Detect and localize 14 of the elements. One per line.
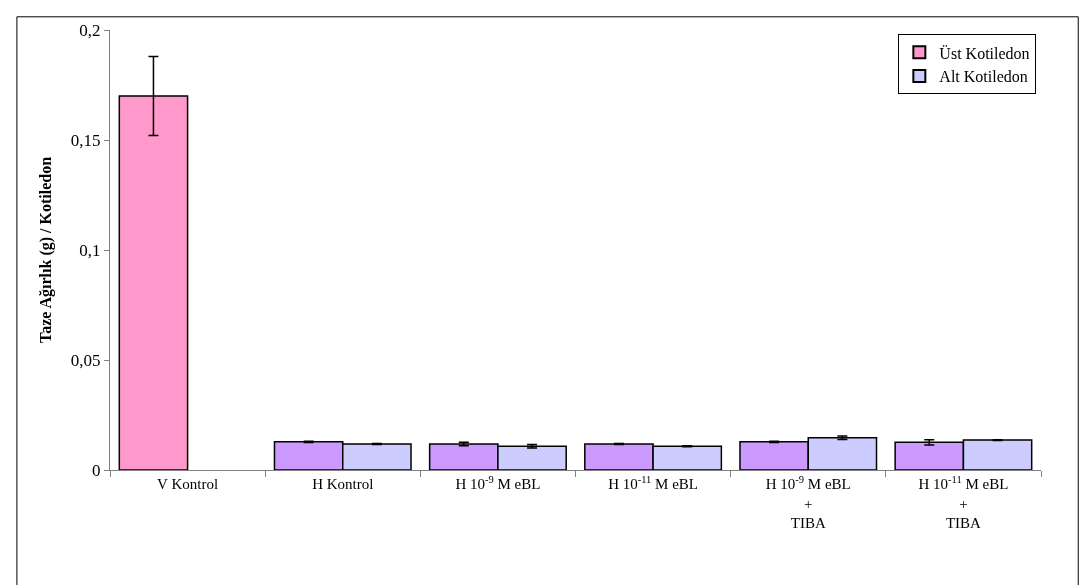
y-tick-label: 0,1 xyxy=(79,240,101,260)
x-tick-label: V Kontrol xyxy=(157,476,219,492)
x-tick-label: H Kontrol xyxy=(312,476,374,492)
y-tick-label: 0,2 xyxy=(79,20,101,40)
x-tick-label: H 10$^{-11}$ M eBL xyxy=(608,473,699,492)
x-tick-label: H 10$^{-11}$ M eBL + TIBA xyxy=(918,473,1009,531)
y-tick-label: 0,15 xyxy=(70,130,101,150)
legend-label: Üst Kotiledon xyxy=(939,44,1030,62)
y-tick-label: 0 xyxy=(92,460,101,480)
legend-label: Alt Kotiledon xyxy=(939,68,1028,86)
x-tick-label: H 10$^{-9}$ M eBL xyxy=(455,473,541,492)
x-tick-label: H 10$^{-9}$ M eBL + TIBA xyxy=(765,473,851,531)
y-tick-label: 0,05 xyxy=(70,350,101,370)
y-axis-title: Taze Ağırlık (g) / Kotiledon xyxy=(36,156,55,344)
